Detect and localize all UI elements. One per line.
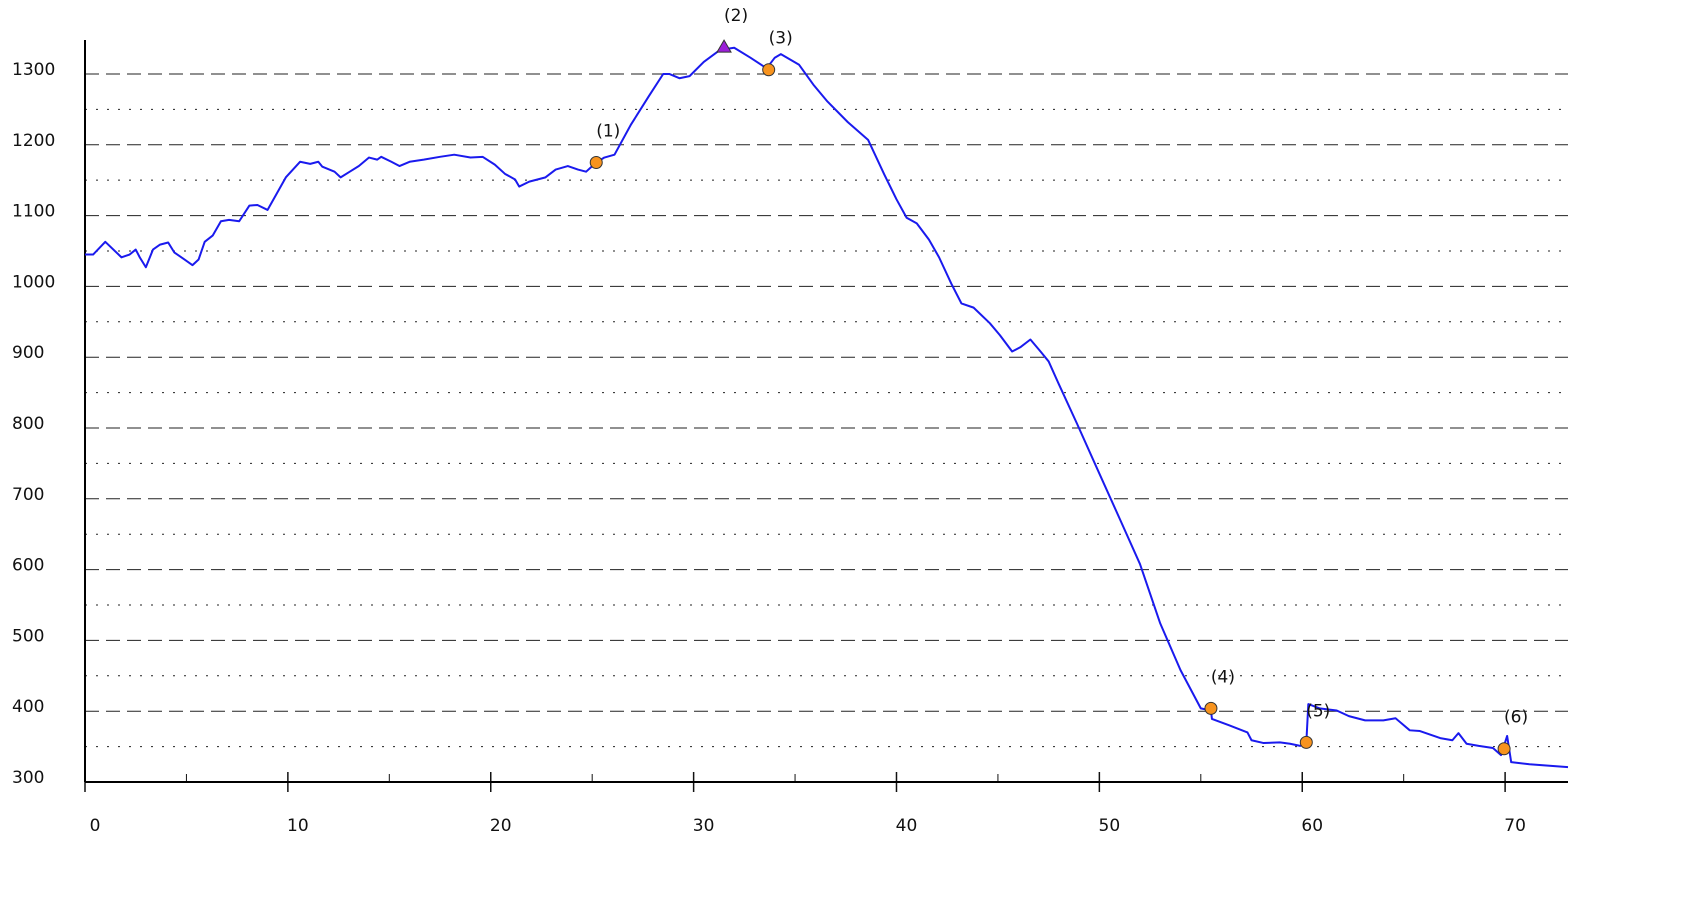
marker <box>716 39 732 53</box>
marker-label: (6) <box>1504 708 1528 728</box>
y-tick-label: 500 <box>12 626 44 646</box>
x-tick-label: 50 <box>1099 816 1121 836</box>
y-tick-label: 800 <box>12 414 44 434</box>
y-tick-label: 900 <box>12 343 44 363</box>
y-tick-label: 1200 <box>12 131 55 151</box>
marker <box>1299 735 1313 749</box>
y-tick-label: 1100 <box>12 202 55 222</box>
marker-label: (4) <box>1211 667 1235 687</box>
y-tick-label: 400 <box>12 697 44 717</box>
marker-label: (1) <box>596 121 620 141</box>
x-tick-label: 30 <box>693 816 715 836</box>
marker-label: (3) <box>769 29 793 49</box>
elevation-line <box>85 46 1569 769</box>
marker <box>1497 742 1511 756</box>
marker-label: (2) <box>724 6 748 26</box>
y-tick-label: 700 <box>12 485 44 505</box>
x-tick-label: 60 <box>1301 816 1323 836</box>
marker <box>1204 701 1218 715</box>
marker-label: (5) <box>1306 701 1330 721</box>
y-tick-label: 1000 <box>12 272 55 292</box>
y-tick-label: 1300 <box>12 60 55 80</box>
x-tick-label: 40 <box>896 816 918 836</box>
x-tick-label: 0 <box>90 816 101 836</box>
y-tick-label: 300 <box>12 768 44 788</box>
marker <box>762 63 776 77</box>
y-tick-label: 600 <box>12 556 44 576</box>
x-tick-label: 70 <box>1504 816 1526 836</box>
x-tick-label: 20 <box>490 816 512 836</box>
marker <box>589 155 603 169</box>
x-tick-label: 10 <box>287 816 309 836</box>
